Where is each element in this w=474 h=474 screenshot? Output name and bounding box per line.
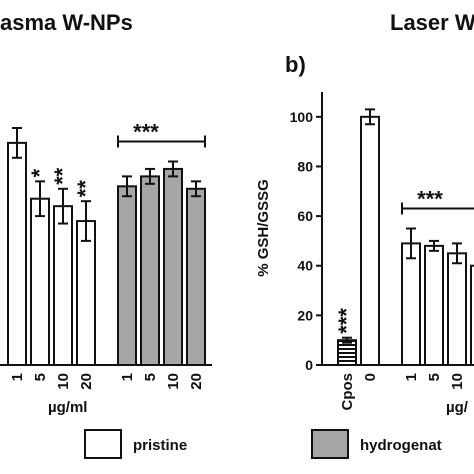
y-tick-label: 0: [305, 357, 313, 373]
significance-label: **: [73, 180, 98, 198]
significance-label: ***: [417, 187, 443, 212]
y-tick-label: 80: [297, 158, 313, 174]
bar: [470, 264, 474, 366]
bar: [140, 175, 160, 366]
legend-label: hydrogenat: [360, 437, 442, 454]
x-tick-label: 10: [449, 373, 466, 390]
x-tick-label: Cpos: [339, 373, 356, 411]
x-tick-label: 2: [472, 373, 474, 381]
x-axis-label: µg/ml: [48, 399, 87, 416]
y-axis-label: % GSH/GSSG: [255, 179, 272, 277]
x-tick-label: 1: [9, 373, 26, 381]
x-tick-label: 0: [362, 373, 379, 381]
chart-title: Laser W: [390, 10, 474, 35]
y-tick-label: 60: [297, 208, 313, 224]
bar: [163, 167, 183, 366]
bar: [30, 197, 50, 366]
significance-label: **: [50, 167, 75, 185]
x-tick-label: 20: [188, 373, 205, 390]
bar: [447, 252, 467, 366]
legend-swatch: [311, 429, 349, 459]
significance-label: *: [27, 168, 52, 177]
bar: [76, 220, 96, 366]
y-tick-label: 20: [297, 307, 313, 323]
x-tick-label: 5: [142, 373, 159, 381]
bar: [53, 205, 73, 366]
bar: [186, 187, 206, 366]
x-tick-label: 5: [32, 373, 49, 381]
x-tick-label: 5: [426, 373, 443, 381]
significance-label: ***: [133, 119, 159, 144]
bar: [401, 242, 421, 367]
panel-label: b): [285, 52, 306, 77]
significance-label: ***: [334, 308, 359, 334]
x-axis-label: µg/: [446, 399, 469, 416]
legend-swatch: [84, 429, 122, 459]
x-tick-label: 1: [119, 373, 136, 381]
bar: [7, 141, 27, 366]
bar: [117, 185, 137, 366]
bar: [337, 339, 357, 367]
chart-title: asma W-NPs: [0, 10, 133, 35]
legend-label: pristine: [133, 437, 187, 454]
bar: [424, 244, 444, 366]
x-tick-label: 1: [403, 373, 420, 381]
y-tick-label: 100: [290, 109, 314, 125]
x-tick-label: 20: [78, 373, 95, 390]
y-tick-label: 40: [297, 258, 313, 274]
bar: [360, 115, 380, 367]
x-tick-label: 10: [165, 373, 182, 390]
x-tick-label: 10: [55, 373, 72, 390]
